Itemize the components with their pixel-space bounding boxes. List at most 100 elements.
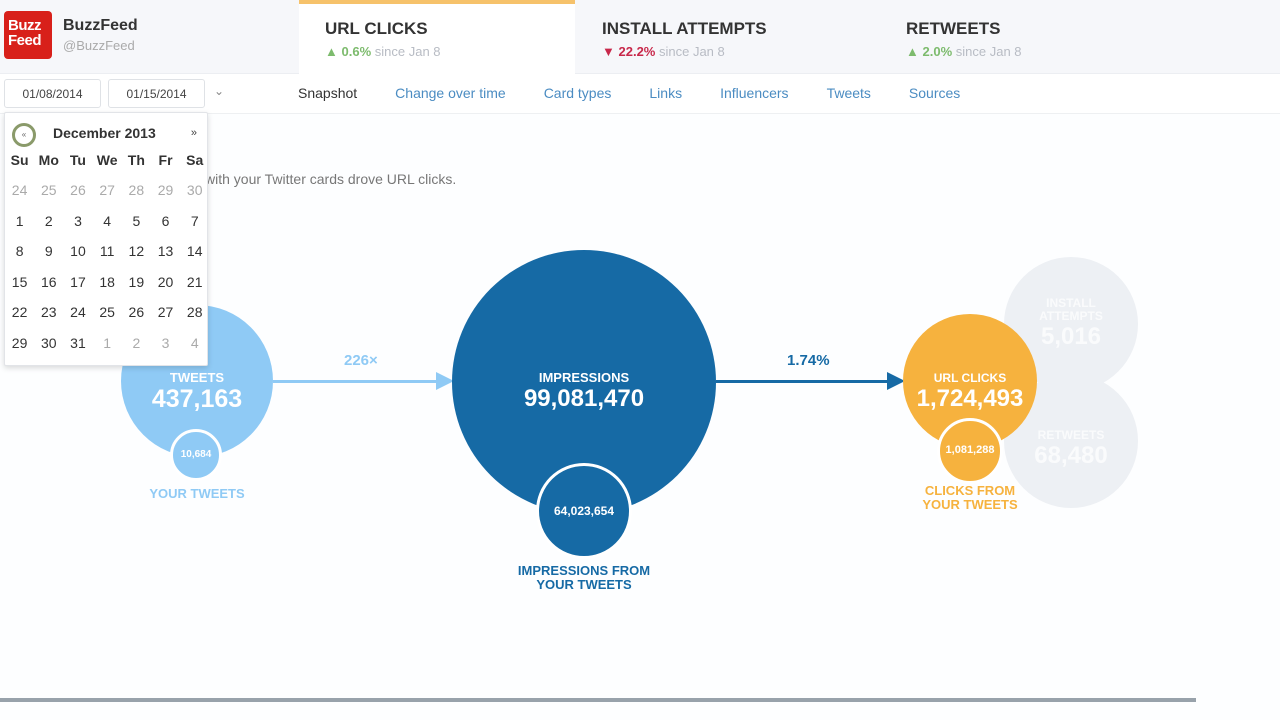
calendar-day[interactable]: 2 (44, 212, 53, 229)
calendar-day[interactable]: 3 (74, 212, 82, 229)
calendar-day[interactable]: 12 (128, 243, 145, 259)
calendar-day[interactable]: 1 (103, 334, 112, 351)
tweets-label: TWEETS (169, 370, 225, 385)
calendar-day[interactable]: 24 (70, 304, 86, 320)
up-arrow-icon: ▲ (906, 44, 919, 59)
tab-links[interactable]: Links (649, 85, 683, 101)
calendar-grid: Su Mo Tu We Th Fr Sa 24 25 26 27 28 29 3… (5, 151, 207, 358)
click-rate-label: 1.74% (787, 352, 830, 369)
impressions-from-tweets-caption: IMPRESSIONS FROM YOUR TWEETS (490, 564, 678, 592)
tab-influencers[interactable]: Influencers (720, 85, 789, 101)
calendar-day[interactable]: 13 (157, 243, 174, 259)
clicks-from-tweets-caption: CLICKS FROM YOUR TWEETS (900, 484, 1040, 512)
calendar-day[interactable]: 22 (11, 304, 28, 320)
start-date-input[interactable]: 01/08/2014 (4, 79, 101, 108)
metric-tab-install-attempts[interactable]: INSTALL ATTEMPTS ▼ 22.2% since Jan 8 (576, 0, 876, 74)
url-clicks-value: 1,724,493 (916, 385, 1024, 412)
change-since: since Jan 8 (655, 44, 725, 59)
horizontal-scrollbar[interactable] (0, 698, 1196, 702)
up-arrow-icon: ▲ (325, 44, 338, 59)
calendar-day[interactable]: 8 (15, 243, 24, 259)
calendar-day[interactable]: 29 (157, 182, 174, 198)
weekday-header: Mo (38, 152, 59, 168)
calendar-day[interactable]: 10 (70, 243, 86, 259)
metric-tab-retweets[interactable]: RETWEETS ▲ 2.0% since Jan 8 (880, 0, 1180, 74)
calendar-day[interactable]: 3 (161, 334, 170, 351)
calendar-day[interactable]: 29 (11, 334, 28, 351)
calendar-day[interactable]: 28 (186, 304, 203, 320)
weekday-header: Tu (69, 152, 86, 168)
date-picker-calendar: « December 2013 » Su Mo Tu We Th Fr Sa 2… (4, 112, 208, 366)
calendar-day[interactable]: 11 (99, 243, 115, 259)
your-tweets-circle[interactable]: 10,684 (170, 429, 222, 481)
impressions-value: 99,081,470 (523, 385, 645, 412)
calendar-day[interactable]: 16 (40, 273, 57, 290)
calendar-day[interactable]: 28 (128, 182, 145, 198)
change-since: since Jan 8 (952, 44, 1022, 59)
calendar-day[interactable]: 17 (70, 273, 86, 290)
metric-change: ▼ 22.2% since Jan 8 (602, 44, 876, 59)
previous-month-button[interactable]: « (12, 123, 36, 147)
header: Buzz Feed BuzzFeed @BuzzFeed URL CLICKS … (0, 0, 1280, 74)
calendar-day[interactable]: 4 (190, 334, 199, 351)
calendar-day[interactable]: 15 (11, 273, 28, 290)
tab-snapshot[interactable]: Snapshot (298, 85, 358, 101)
calendar-day[interactable]: 23 (40, 304, 57, 320)
your-tweets-caption: YOUR TWEETS (149, 486, 245, 501)
clicks-from-tweets-circle[interactable]: 1,081,288 (937, 418, 1003, 484)
calendar-day[interactable]: 26 (128, 304, 145, 320)
calendar-day[interactable]: 5 (132, 212, 141, 229)
calendar-month-title: December 2013 (53, 125, 156, 141)
arrow-right-icon (887, 372, 905, 390)
buzzfeed-logo: Buzz Feed (4, 11, 52, 59)
impressions-from-tweets-circle[interactable]: 64,023,654 (536, 463, 632, 559)
calendar-day[interactable]: 21 (186, 273, 203, 290)
weekday-header: We (96, 152, 118, 168)
calendar-day[interactable]: 19 (128, 273, 145, 290)
calendar-day[interactable]: 14 (186, 243, 203, 259)
change-percent: 22.2% (618, 44, 656, 59)
account-name: BuzzFeed (63, 17, 138, 34)
description-text: with your Twitter cards drove URL clicks… (205, 171, 457, 187)
next-month-button[interactable]: » (190, 127, 197, 139)
calendar-day[interactable]: 30 (186, 182, 203, 198)
calendar-day[interactable]: 24 (11, 182, 28, 198)
caption-line-1: IMPRESSIONS FROM (517, 563, 651, 578)
tab-card-types[interactable]: Card types (543, 85, 612, 101)
calendar-day[interactable]: 31 (70, 334, 86, 351)
calendar-day[interactable]: 27 (157, 304, 174, 320)
calendar-day[interactable]: 25 (40, 182, 57, 198)
tweets-value: 437,163 (151, 385, 243, 413)
weekday-header: Fr (158, 152, 173, 168)
url-clicks-label: URL CLICKS (933, 371, 1007, 385)
calendar-day[interactable]: 6 (161, 212, 170, 229)
calendar-day[interactable]: 18 (99, 273, 115, 290)
metric-tab-url-clicks[interactable]: URL CLICKS ▲ 0.6% since Jan 8 (299, 0, 575, 74)
impressions-label: IMPRESSIONS (538, 370, 630, 385)
calendar-day[interactable]: 26 (70, 182, 86, 198)
tab-tweets[interactable]: Tweets (826, 85, 871, 101)
calendar-day[interactable]: 9 (44, 243, 53, 259)
account-handle: @BuzzFeed (63, 38, 135, 53)
calendar-day[interactable]: 1 (15, 212, 24, 229)
calendar-day[interactable]: 2 (132, 334, 141, 351)
caption-line-2: YOUR TWEETS (536, 577, 632, 592)
calendar-day[interactable]: 30 (40, 334, 57, 351)
change-percent: 0.6% (341, 44, 372, 59)
calendar-day[interactable]: 7 (190, 212, 199, 229)
tab-change-over-time[interactable]: Change over time (395, 85, 506, 101)
weekday-header: Th (127, 152, 145, 168)
calendar-day[interactable]: 25 (99, 304, 115, 320)
calendar-day[interactable]: 20 (157, 273, 174, 290)
end-date-input[interactable]: 01/15/2014 (108, 79, 205, 108)
chevron-down-icon[interactable]: ⌄ (214, 84, 225, 98)
calendar-day[interactable]: 4 (103, 212, 112, 229)
metric-title: URL CLICKS (325, 19, 428, 38)
tab-sources[interactable]: Sources (908, 85, 961, 101)
down-arrow-icon: ▼ (602, 44, 615, 59)
calendar-day[interactable]: 27 (99, 182, 115, 198)
arrow-line-2 (716, 380, 890, 383)
toolbar: 01/08/2014 01/15/2014 ⌄ Snapshot Change … (0, 74, 1280, 114)
account-info: Buzz Feed BuzzFeed @BuzzFeed (4, 11, 138, 59)
